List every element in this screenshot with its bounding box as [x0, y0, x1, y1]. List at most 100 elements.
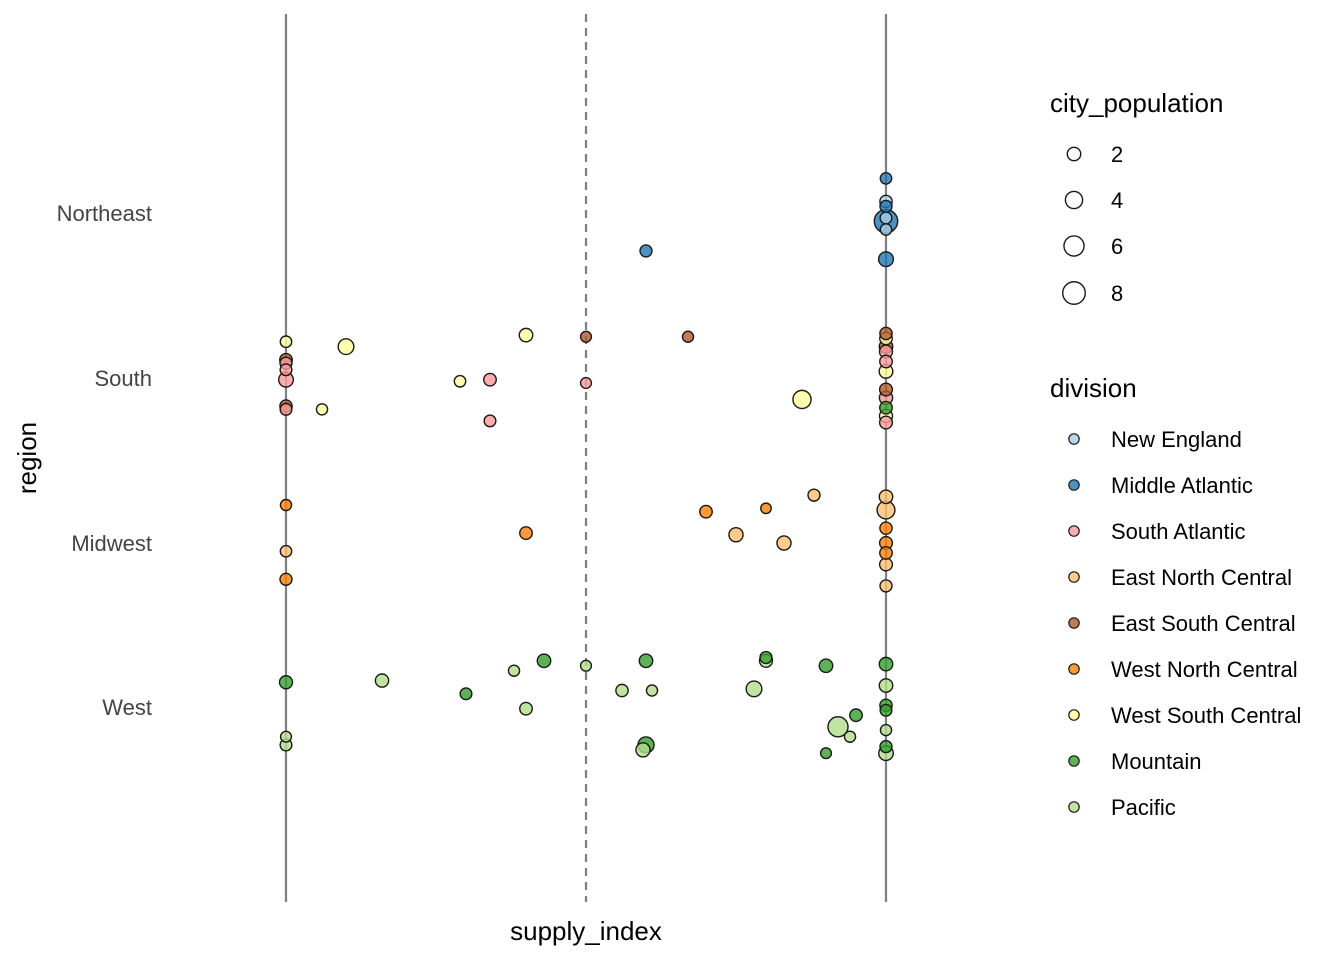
- data-point-50: [878, 557, 894, 572]
- size-legend-key-8: [1062, 281, 1086, 305]
- data-point-21: [579, 330, 593, 343]
- color-legend-key-south-atlantic: [1068, 525, 1080, 537]
- size-legend-label-8: 8: [1111, 281, 1123, 306]
- color-legend-label-east-south-central: East South Central: [1111, 611, 1296, 636]
- data-point-77: [879, 703, 893, 717]
- data-point-22: [579, 376, 593, 390]
- data-point-2: [879, 199, 893, 214]
- data-point-67: [759, 650, 773, 665]
- data-point-19: [483, 414, 497, 428]
- color-legend-key-west-north-central: [1068, 663, 1080, 675]
- data-point-7: [639, 244, 653, 258]
- data-point-10: [279, 363, 293, 377]
- data-point-4: [879, 211, 893, 225]
- data-point-73: [849, 708, 863, 723]
- data-point-24: [792, 389, 812, 410]
- data-point-18: [483, 372, 497, 387]
- data-point-25: [879, 326, 893, 341]
- color-legend-key-east-south-central: [1068, 617, 1080, 629]
- y-tick-labels: Northeast South Midwest West: [57, 201, 152, 720]
- data-point-55: [374, 673, 390, 688]
- data-point-66: [745, 680, 763, 698]
- color-legend-label-middle-atlantic: Middle Atlantic: [1111, 473, 1253, 498]
- data-point-72: [843, 730, 857, 743]
- color-legend-label-east-north-central: East North Central: [1111, 565, 1292, 590]
- data-point-47: [879, 521, 893, 535]
- data-point-53: [279, 730, 293, 743]
- data-point-58: [519, 701, 533, 716]
- data-point-52: [278, 675, 294, 690]
- data-point-41: [728, 526, 744, 543]
- data-point-31: [878, 382, 894, 397]
- data-point-49: [879, 545, 893, 560]
- color-legend-key-east-north-central: [1068, 571, 1080, 583]
- data-point-6: [877, 251, 895, 268]
- data-point-36: [279, 498, 293, 512]
- data-point-0: [879, 171, 893, 185]
- data-point-45: [878, 489, 894, 505]
- data-point-65: [645, 684, 659, 697]
- y-tick-label-south: South: [95, 366, 153, 391]
- data-point-40: [699, 504, 713, 519]
- legend-color-title: division: [1050, 373, 1137, 403]
- data-point-69: [818, 658, 834, 674]
- size-legend-key-2: [1066, 146, 1082, 162]
- data-point-43: [776, 535, 792, 551]
- y-axis-title: region: [12, 422, 42, 494]
- color-legend-key-mountain: [1068, 755, 1080, 767]
- y-tick-label-northeast: Northeast: [57, 201, 152, 226]
- data-point-17: [453, 374, 467, 388]
- size-legend-key-4: [1064, 190, 1084, 210]
- data-point-37: [279, 544, 293, 558]
- data-point-16: [337, 338, 355, 356]
- y-tick-label-west: West: [102, 695, 152, 720]
- data-point-39: [519, 526, 533, 541]
- color-legend: New England Middle Atlantic South Atlantic…: [1068, 427, 1301, 820]
- color-legend-key-pacific: [1068, 801, 1080, 813]
- x-axis-title: supply_index: [510, 916, 662, 946]
- data-point-15: [315, 403, 329, 416]
- color-legend-key-middle-atlantic: [1068, 479, 1080, 491]
- y-tick-label-midwest: Midwest: [71, 531, 152, 556]
- data-point-60: [579, 659, 593, 672]
- data-point-33: [879, 400, 893, 415]
- color-legend-label-mountain: Mountain: [1111, 749, 1202, 774]
- data-point-8: [279, 335, 293, 349]
- data-point-5: [879, 223, 893, 236]
- data-point-59: [536, 653, 552, 669]
- data-point-38: [279, 572, 293, 586]
- legend-size-title: city_population: [1050, 88, 1223, 118]
- data-point-71: [827, 716, 849, 738]
- data-point-64: [635, 742, 651, 758]
- data-point-75: [878, 678, 894, 693]
- color-legend-label-new-england: New England: [1111, 427, 1242, 452]
- color-legend-key-west-south-central: [1068, 709, 1080, 721]
- data-point-29: [879, 354, 893, 369]
- size-legend-label-6: 6: [1111, 234, 1123, 259]
- data-point-23: [681, 330, 695, 344]
- data-point-79: [879, 739, 893, 754]
- data-point-57: [507, 664, 521, 677]
- size-legend-label-2: 2: [1111, 142, 1123, 167]
- data-point-42: [760, 502, 772, 515]
- color-legend-label-west-south-central: West South Central: [1111, 703, 1301, 728]
- data-point-20: [518, 327, 534, 343]
- color-legend-label-south-atlantic: South Atlantic: [1111, 519, 1246, 544]
- data-point-74: [878, 656, 894, 672]
- color-legend-key-new-england: [1068, 433, 1080, 445]
- reference-lines: [284, 14, 888, 902]
- data-point-62: [638, 653, 654, 669]
- size-legend-key-6: [1063, 235, 1085, 257]
- data-point-14: [279, 402, 293, 416]
- data-point-78: [879, 723, 893, 737]
- data-point-70: [819, 747, 833, 760]
- color-legend-label-west-north-central: West North Central: [1111, 657, 1298, 682]
- data-points: [277, 171, 899, 762]
- data-point-44: [807, 488, 821, 502]
- size-legend-label-4: 4: [1111, 188, 1123, 213]
- color-legend-label-pacific: Pacific: [1111, 795, 1176, 820]
- legend: city_population 2 4 6 8 division New Englan…: [1050, 88, 1301, 820]
- size-legend: 2 4 6 8: [1062, 142, 1123, 306]
- data-point-56: [459, 687, 473, 701]
